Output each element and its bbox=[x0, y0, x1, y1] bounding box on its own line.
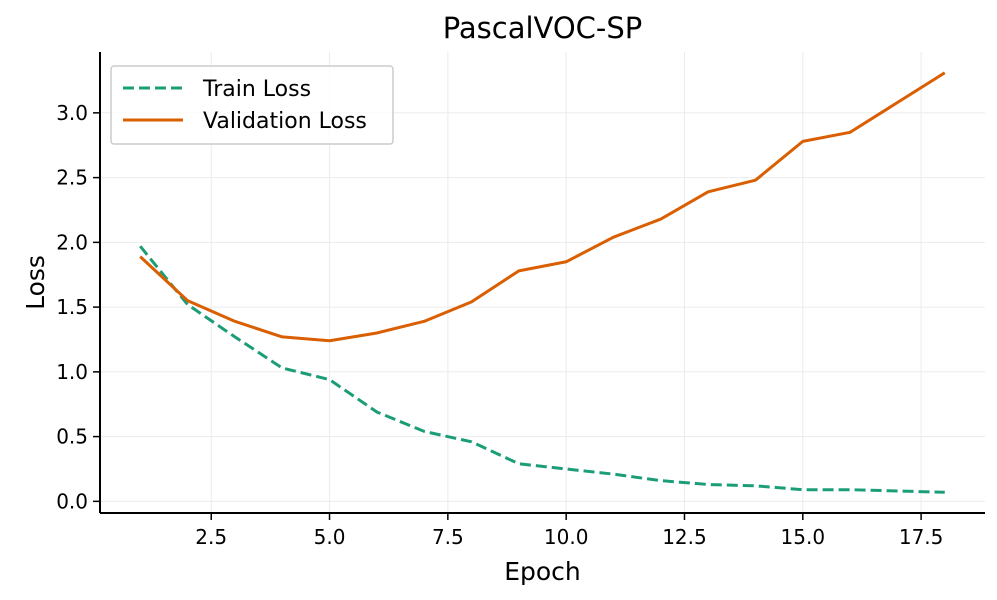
y-tick-label: 0.5 bbox=[56, 425, 88, 449]
data-point bbox=[659, 217, 663, 221]
data-point bbox=[895, 101, 899, 105]
x-tick-label: 2.5 bbox=[195, 525, 227, 549]
data-point bbox=[564, 260, 568, 264]
y-axis-label: Loss bbox=[21, 255, 50, 310]
data-point bbox=[138, 244, 142, 248]
series-layer bbox=[138, 71, 947, 494]
legend: Train Loss Validation Loss bbox=[110, 65, 394, 145]
x-tick-label: 10.0 bbox=[544, 525, 589, 549]
data-point bbox=[328, 339, 332, 343]
data-point bbox=[943, 490, 947, 494]
data-point bbox=[848, 488, 852, 492]
x-tick-label: 15.0 bbox=[781, 525, 826, 549]
data-point bbox=[943, 71, 947, 75]
data-point bbox=[848, 130, 852, 134]
data-point bbox=[375, 410, 379, 414]
data-point bbox=[470, 440, 474, 444]
data-point bbox=[706, 190, 710, 194]
data-point bbox=[375, 331, 379, 335]
x-tick-label: 5.0 bbox=[314, 525, 346, 549]
legend-box bbox=[110, 65, 394, 145]
data-point bbox=[753, 178, 757, 182]
data-point bbox=[186, 299, 190, 303]
data-point bbox=[517, 269, 521, 273]
ticks: 2.5 5.0 7.5 10.0 12.5 15.0 17.5 0.0 0.5 1.0 1.5 2.0… bbox=[56, 101, 943, 549]
data-point bbox=[280, 335, 284, 339]
chart-title: PascalVOC-SP bbox=[443, 11, 643, 45]
data-point bbox=[517, 462, 521, 466]
y-tick-label: 1.0 bbox=[56, 360, 88, 384]
series-line-train-loss bbox=[139, 245, 945, 494]
legend-label-train-loss: Train Loss bbox=[202, 77, 311, 102]
data-point bbox=[233, 319, 237, 323]
data-point bbox=[611, 235, 615, 239]
legend-label-validation-loss: Validation Loss bbox=[203, 109, 367, 134]
y-tick-label: 2.0 bbox=[56, 230, 88, 254]
data-point bbox=[470, 300, 474, 304]
series-line-validation-loss bbox=[139, 71, 946, 343]
x-tick-label: 17.5 bbox=[899, 525, 944, 549]
data-point bbox=[611, 472, 615, 476]
x-tick-label: 7.5 bbox=[432, 525, 464, 549]
data-point bbox=[138, 255, 142, 259]
data-point bbox=[801, 139, 805, 143]
data-point bbox=[659, 479, 663, 483]
y-tick-label: 3.0 bbox=[56, 101, 88, 125]
data-point bbox=[186, 303, 190, 307]
y-tick-label: 1.5 bbox=[56, 295, 88, 319]
data-point bbox=[233, 335, 237, 339]
data-point bbox=[895, 489, 899, 493]
x-axis-label: Epoch bbox=[504, 557, 581, 586]
data-point bbox=[328, 378, 332, 382]
data-point bbox=[706, 483, 710, 487]
data-point bbox=[422, 429, 426, 433]
data-point bbox=[564, 467, 568, 471]
data-point bbox=[280, 366, 284, 370]
data-point bbox=[801, 488, 805, 492]
y-tick-label: 2.5 bbox=[56, 166, 88, 190]
grid bbox=[100, 52, 985, 513]
data-point bbox=[422, 319, 426, 323]
data-point bbox=[753, 484, 757, 488]
y-tick-label: 0.0 bbox=[56, 489, 88, 513]
x-tick-label: 12.5 bbox=[662, 525, 707, 549]
